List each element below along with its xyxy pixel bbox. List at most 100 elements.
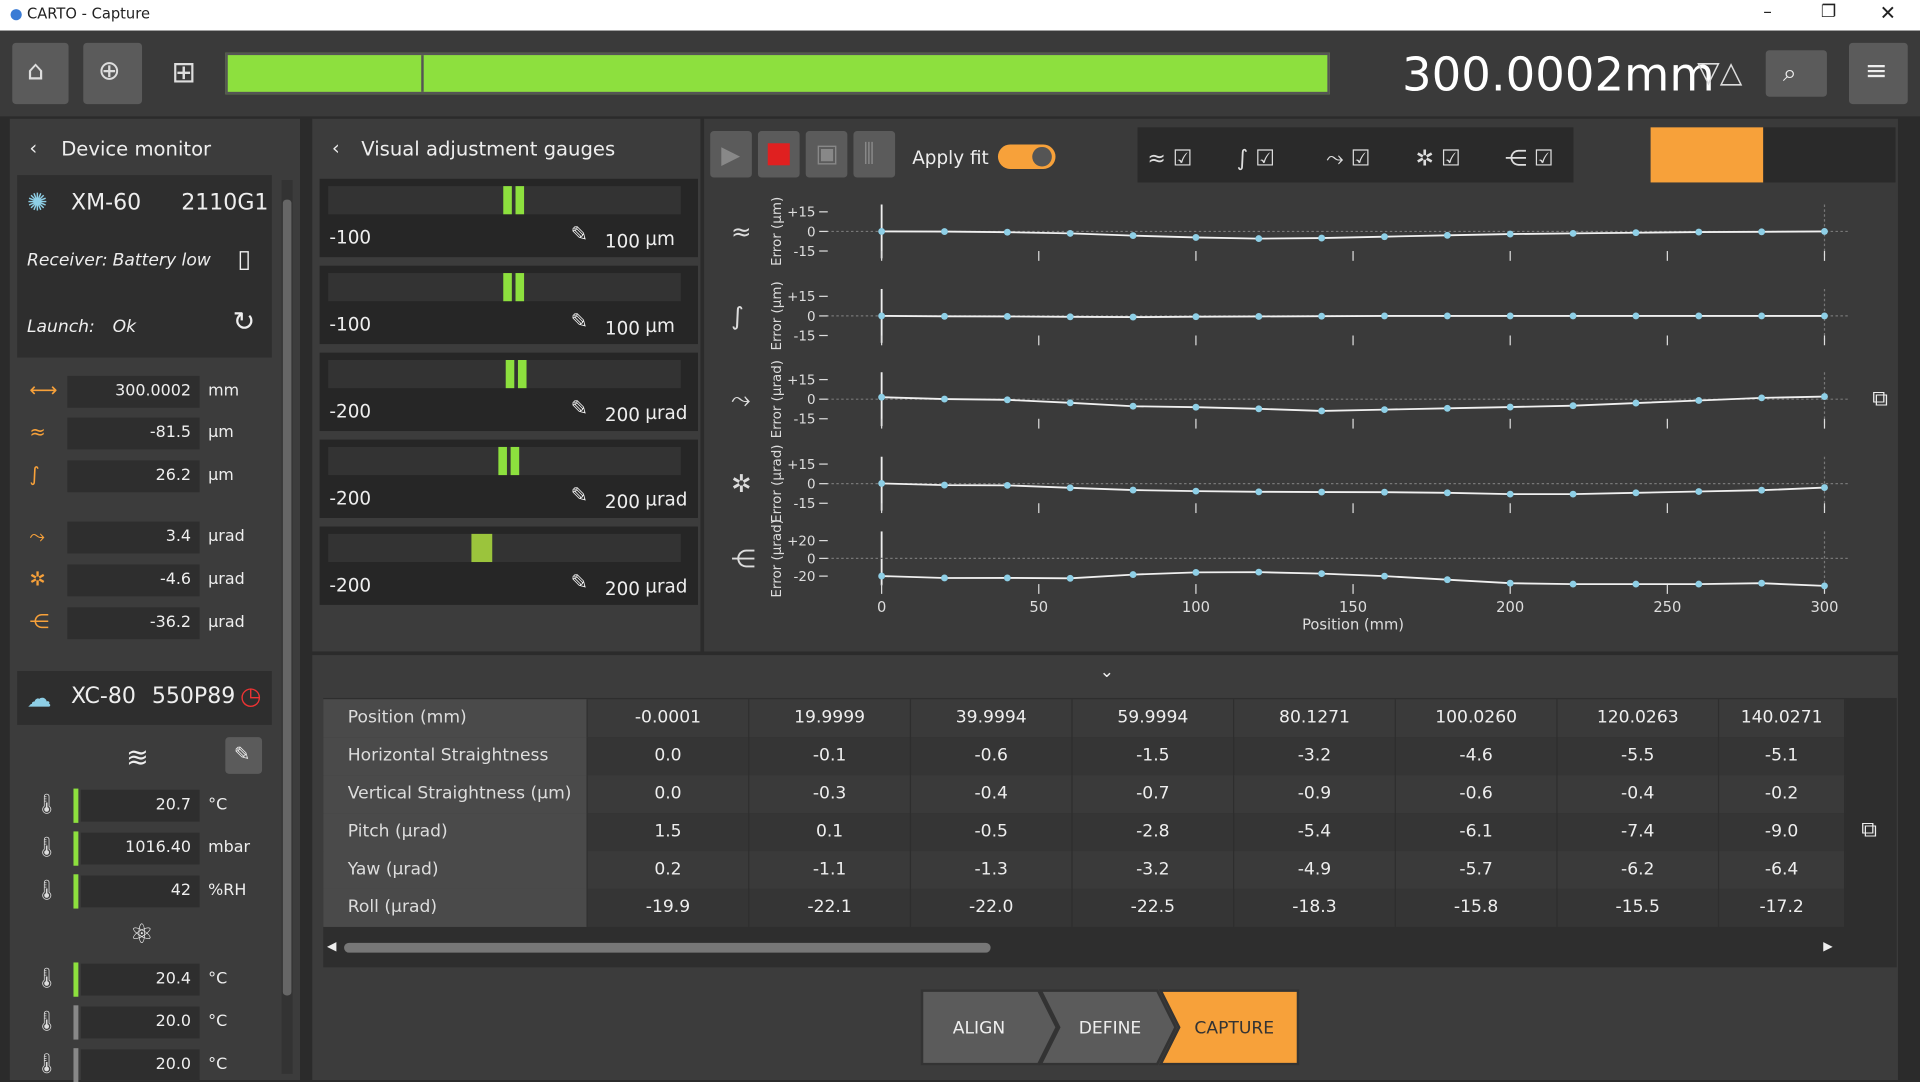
- step[interactable]: ALIGN: [920, 989, 1059, 1066]
- scrollbar[interactable]: [281, 180, 293, 1074]
- x-tick-label: 300: [1810, 599, 1838, 616]
- y-tick-label: -15: [794, 329, 816, 344]
- data-point: [1758, 579, 1766, 587]
- data-point: [1192, 313, 1200, 321]
- data-point: [1381, 312, 1388, 320]
- data-point: [1695, 580, 1703, 588]
- data-point: [1255, 488, 1263, 496]
- reading-value: 20.4: [155, 969, 192, 989]
- collapse[interactable]: ⌄: [1099, 662, 1114, 683]
- gauge-edit[interactable]: ✎: [570, 483, 589, 509]
- env-icon: 🌡: [34, 1008, 60, 1033]
- menu-button[interactable]: ≡: [1848, 42, 1908, 105]
- data-point: [1003, 574, 1011, 582]
- table-cell: -4.9: [1234, 851, 1396, 889]
- zoom-button[interactable]: ⌕: [1765, 50, 1827, 97]
- home-button[interactable]: ⌂: [12, 42, 69, 105]
- table-cell: -9.0: [1719, 813, 1846, 852]
- h-scrollbar[interactable]: [344, 942, 991, 953]
- table-cell: -22.1: [749, 888, 912, 927]
- device-monitor: ‹ Device monitor ✺ XM-60 2110G1 Receiver…: [9, 118, 301, 1082]
- panel-title: Device monitor: [61, 137, 212, 161]
- data-line: [881, 315, 1825, 319]
- gauge-edit[interactable]: ✎: [570, 222, 589, 248]
- gauge-track: [328, 360, 681, 389]
- step[interactable]: CAPTURE: [1158, 989, 1300, 1066]
- y-tick-label: +20: [787, 535, 815, 550]
- gauge-indicator: [503, 273, 512, 302]
- reading-box: [80, 875, 200, 908]
- step[interactable]: DEFINE: [1038, 989, 1177, 1066]
- copy-icon[interactable]: ⧉: [1861, 816, 1877, 843]
- target-button[interactable]: ⊕: [83, 42, 143, 105]
- data-point: [1569, 402, 1577, 410]
- step-shape: [1158, 989, 1300, 1066]
- data-point: [1632, 399, 1640, 407]
- table-cell: 59.9994: [1072, 699, 1235, 738]
- gauge-edit[interactable]: ✎: [570, 309, 589, 335]
- data-point: [1066, 399, 1074, 407]
- data-point: [1192, 234, 1200, 241]
- data-point: [1318, 488, 1326, 496]
- gauge-min: -200: [329, 487, 372, 510]
- axis-toggle: ≈ ☑: [1147, 146, 1192, 171]
- row-header: Pitch (µrad): [323, 813, 588, 852]
- play-button[interactable]: ▶: [710, 131, 752, 178]
- close[interactable]: ✕: [1879, 1, 1897, 25]
- gauge-unit: µrad: [645, 488, 688, 511]
- back[interactable]: ‹: [29, 135, 38, 160]
- reading-value: 20.0: [155, 1012, 192, 1032]
- data-point: [1506, 579, 1514, 587]
- reading-box: [67, 564, 200, 597]
- data-point: [941, 228, 948, 235]
- title-bar: ● CARTO - Capture – ❐ ✕: [0, 0, 1920, 31]
- data-point: [1569, 580, 1577, 588]
- step-arrows[interactable]: ▽△: [1697, 55, 1743, 90]
- gauge-edit[interactable]: ✎: [570, 570, 589, 596]
- data-point: [1632, 580, 1640, 588]
- data-point: [1003, 313, 1011, 320]
- table-cell: -22.5: [1072, 888, 1235, 927]
- data-point: [1821, 312, 1828, 320]
- data-point: [1192, 568, 1200, 576]
- reading-unit: °C: [208, 1012, 228, 1032]
- save-button[interactable]: ▣: [805, 131, 848, 178]
- back[interactable]: ‹: [331, 135, 340, 160]
- data-point: [1318, 234, 1326, 242]
- capture-icon[interactable]: ⊞: [171, 55, 197, 90]
- data-point: [1003, 228, 1011, 236]
- data-point: [1003, 481, 1011, 489]
- axis-toggle: ∫ ☑: [1237, 146, 1275, 171]
- x-tick-label: 250: [1653, 599, 1681, 616]
- refresh-icon[interactable]: ↻: [232, 307, 256, 338]
- table-cell: -5.5: [1557, 737, 1720, 776]
- gauge: -100 ✎ 100 µm: [319, 265, 698, 345]
- y-tick-label: +15: [787, 373, 815, 388]
- copy-icon[interactable]: ⧉: [1872, 385, 1888, 412]
- y-tick-label: +15: [787, 458, 815, 473]
- data-point: [1506, 490, 1514, 498]
- step-label: ALIGN: [953, 1018, 1005, 1038]
- data-point: [1381, 488, 1388, 496]
- y-tick-label: 0: [807, 225, 816, 240]
- table-cell: -7.4: [1557, 813, 1720, 852]
- panel-title: Visual adjustment gauges: [361, 137, 616, 161]
- gauge-indicator: [505, 360, 515, 389]
- receiver-label: Receiver:: [26, 251, 108, 271]
- table-cell: -3.2: [1072, 851, 1235, 889]
- step-shape: [1038, 989, 1177, 1066]
- apply-fit-toggle[interactable]: [997, 144, 1056, 169]
- progress-bar: [225, 52, 1330, 95]
- restore[interactable]: ❐: [1820, 2, 1837, 23]
- minimize[interactable]: –: [1763, 2, 1772, 23]
- x-tick-label: 0: [877, 599, 886, 616]
- table-cell: -3.2: [1234, 737, 1396, 776]
- reading-value: 3.4: [165, 527, 192, 547]
- table-cell: -6.4: [1719, 851, 1846, 889]
- receiver-status: Battery low: [112, 251, 211, 271]
- stop-button[interactable]: [757, 131, 800, 178]
- edit-button[interactable]: ✎: [225, 737, 263, 774]
- gauge-edit[interactable]: ✎: [570, 396, 589, 422]
- stats-button[interactable]: ⫼: [853, 131, 896, 178]
